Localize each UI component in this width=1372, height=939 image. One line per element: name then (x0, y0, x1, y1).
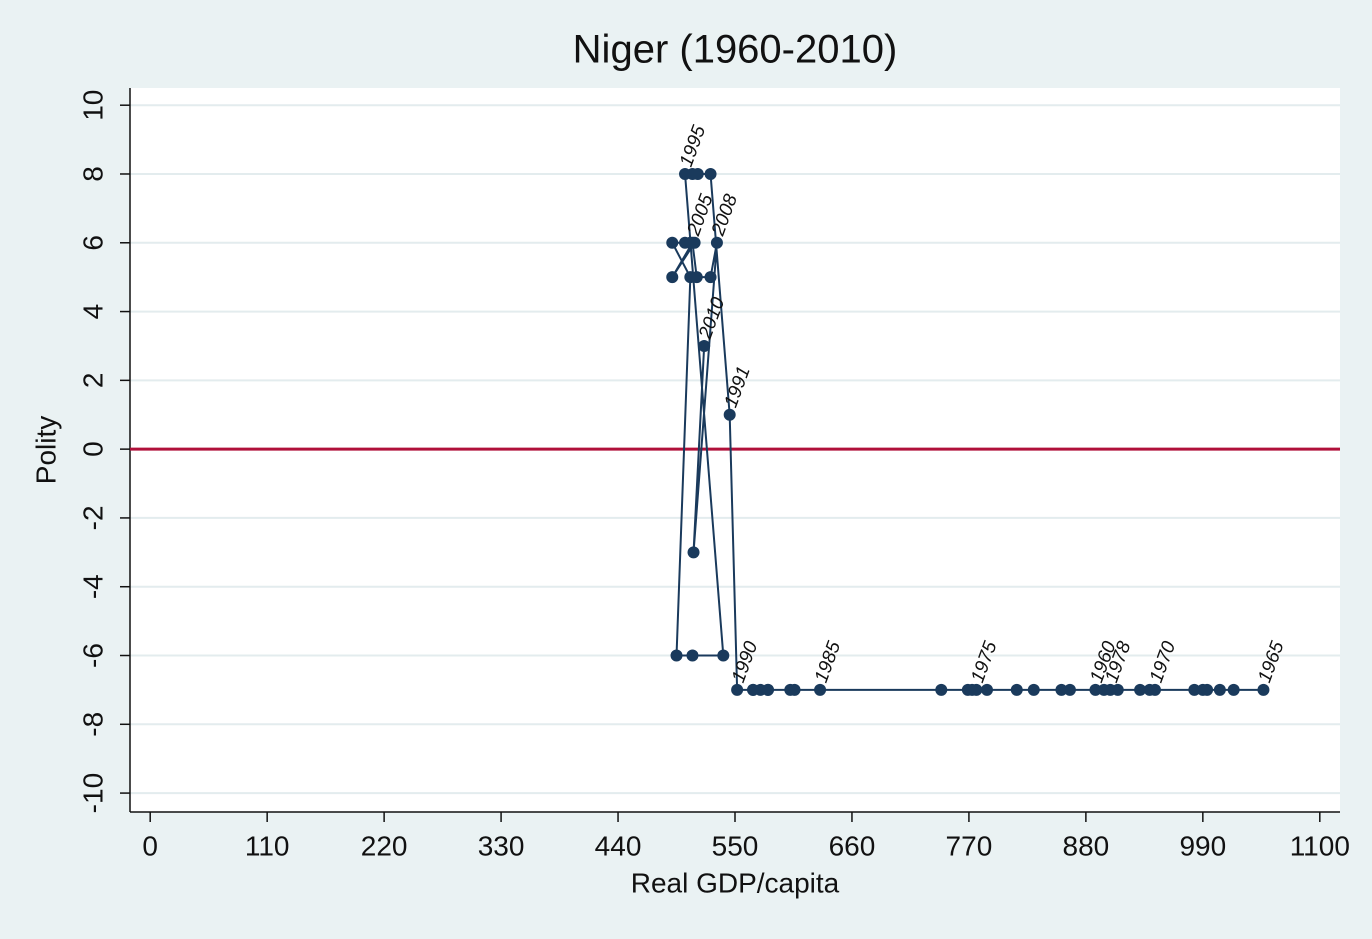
data-point (1134, 683, 1147, 696)
data-point (666, 271, 679, 284)
y-axis-title: Polity (30, 416, 61, 484)
data-point (1063, 683, 1076, 696)
x-tick-label: 770 (946, 830, 993, 861)
x-tick-label: 660 (829, 830, 876, 861)
data-point (686, 649, 699, 662)
data-point (1257, 683, 1270, 696)
y-tick-label: -6 (77, 643, 108, 668)
data-point (723, 408, 736, 421)
x-tick-label: 0 (142, 830, 158, 861)
data-point (980, 683, 993, 696)
data-point (788, 683, 801, 696)
x-tick-label: 330 (478, 830, 525, 861)
data-point (710, 236, 723, 249)
x-tick-label: 440 (595, 830, 642, 861)
data-point (1188, 683, 1201, 696)
x-tick-label: 550 (712, 830, 759, 861)
x-tick-label: 990 (1179, 830, 1226, 861)
y-tick-label: 2 (77, 373, 108, 389)
data-point (1104, 683, 1117, 696)
data-point (679, 167, 692, 180)
data-point (731, 683, 744, 696)
data-point (747, 683, 760, 696)
data-point (686, 236, 699, 249)
data-point (1055, 683, 1068, 696)
y-tick-label: -4 (77, 574, 108, 599)
data-point (1201, 683, 1214, 696)
x-tick-label: 1100 (1290, 830, 1350, 861)
y-tick-label: 8 (77, 166, 108, 182)
data-point (717, 649, 730, 662)
y-tick-label: -2 (77, 505, 108, 530)
x-axis-title: Real GDP/capita (631, 867, 840, 898)
y-tick-label: 4 (77, 304, 108, 320)
chart-title: Niger (1960-2010) (573, 28, 898, 72)
y-tick-label: 0 (77, 441, 108, 457)
data-point (704, 167, 717, 180)
data-point (1213, 683, 1226, 696)
data-point (761, 683, 774, 696)
x-tick-label: 110 (245, 830, 290, 861)
data-point (704, 271, 717, 284)
data-point (690, 271, 703, 284)
y-tick-label: -10 (77, 773, 108, 813)
data-point (1227, 683, 1240, 696)
data-point (1010, 683, 1023, 696)
y-tick-label: 10 (77, 90, 108, 121)
data-point (935, 683, 948, 696)
x-tick-label: 880 (1063, 830, 1110, 861)
x-tick-label: 220 (361, 830, 408, 861)
data-point (1148, 683, 1161, 696)
y-tick-label: -8 (77, 712, 108, 737)
data-point (961, 683, 974, 696)
data-point (666, 236, 679, 249)
data-point (698, 339, 711, 352)
data-point (814, 683, 827, 696)
data-point (1089, 683, 1102, 696)
data-point (1027, 683, 1040, 696)
data-point (670, 649, 683, 662)
y-tick-label: 6 (77, 235, 108, 251)
data-point (687, 546, 700, 559)
